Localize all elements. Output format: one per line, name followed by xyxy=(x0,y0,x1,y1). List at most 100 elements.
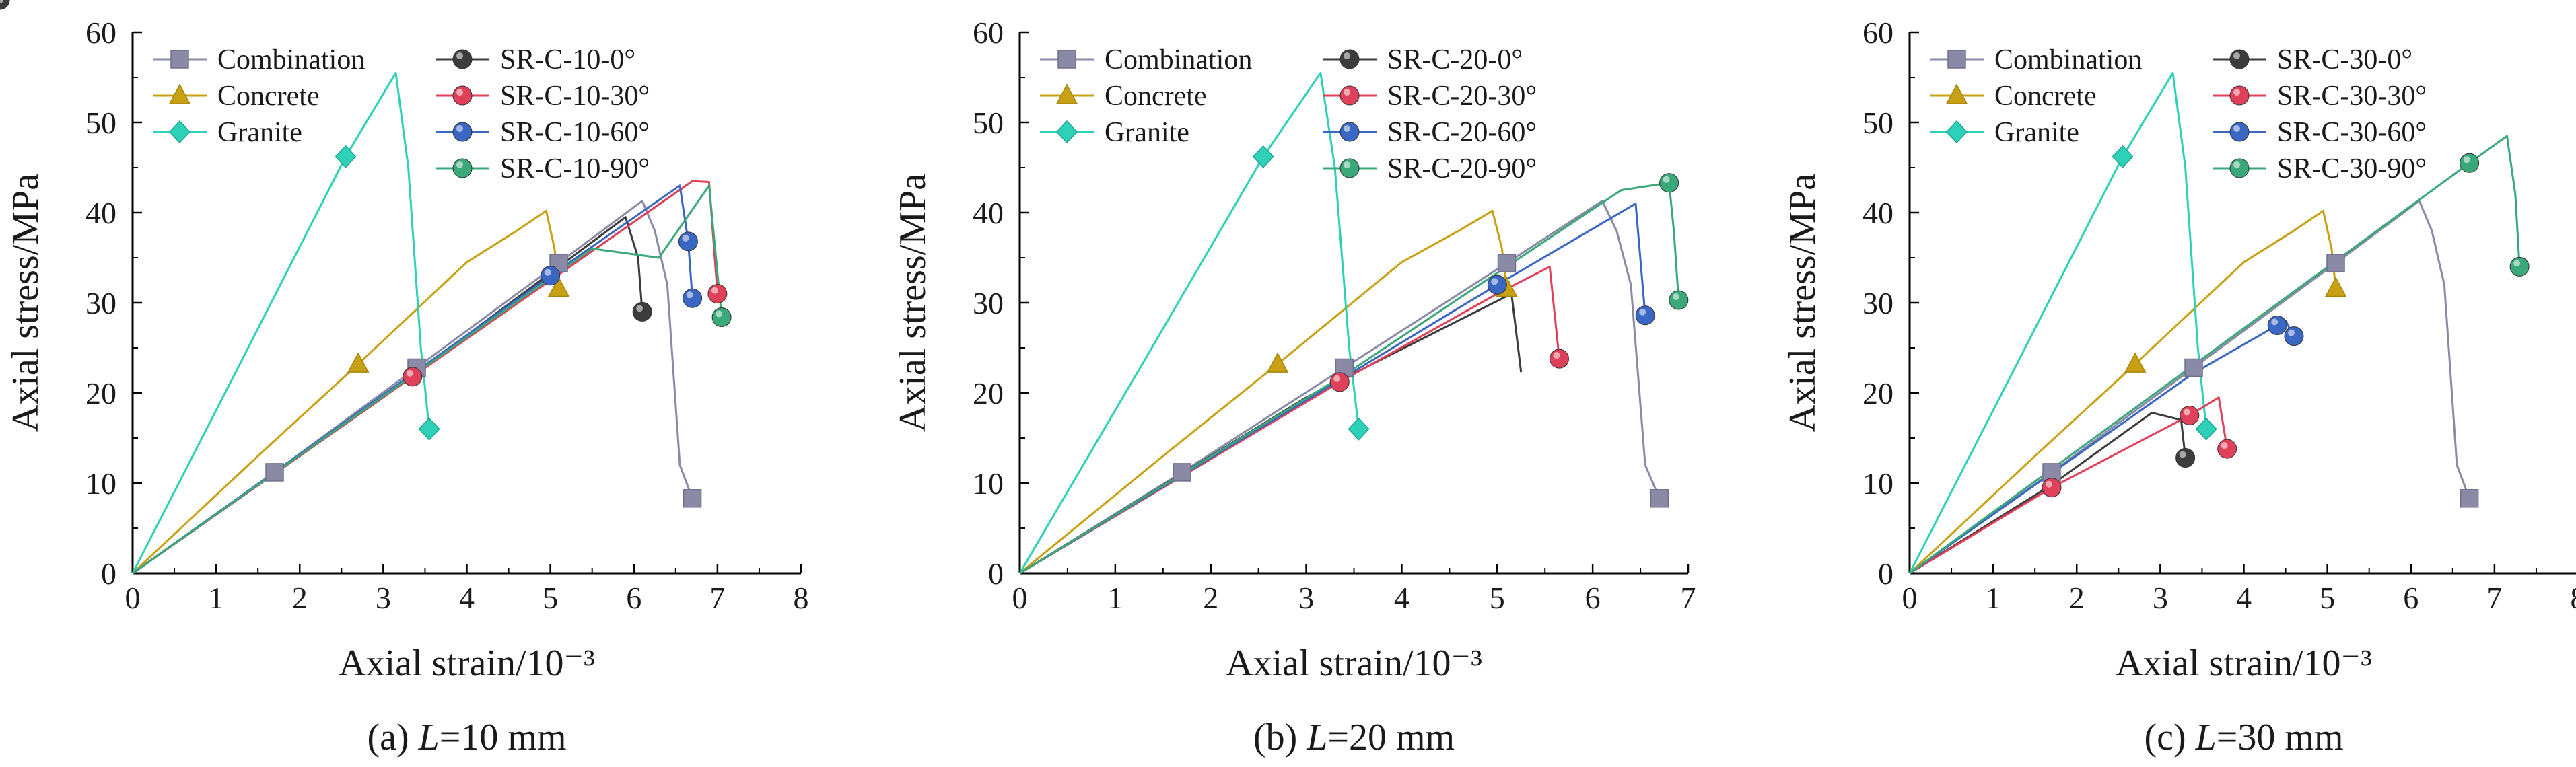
y-tick-label: 40 xyxy=(1863,196,1893,230)
legend-marker xyxy=(1947,50,1966,69)
y-tick-label: 0 xyxy=(1878,556,1893,591)
x-tick-label: 5 xyxy=(1490,581,1505,615)
data-point-s2 xyxy=(547,276,570,297)
chart-panel-3: 0 1 2 3 4 5 6 7 8 0 10 20 30 40 50 60 Axial strain/10⁻³ A… xyxy=(1782,15,2576,758)
y-axis-title: Axial stress/MPa xyxy=(1782,174,1823,432)
data-point-s6-highlight xyxy=(2271,318,2278,326)
data-point-s5 xyxy=(2180,406,2200,425)
legend-marker xyxy=(168,120,191,144)
data-point-s4 xyxy=(2175,447,2196,468)
legend-label: Combination xyxy=(1994,44,2142,75)
data-point-s7 xyxy=(1659,173,1679,193)
y-tick-label: 50 xyxy=(85,106,116,140)
legend-marker-highlight xyxy=(456,89,463,96)
chart-panel-1: 0 1 2 3 4 5 6 7 8 0 10 20 30 40 50 60 Axial strain/10⁻³ A… xyxy=(5,15,809,758)
legend-marker-highlight xyxy=(456,161,463,168)
legend: Combination Concrete Granite SR-C-10-0° SR-C… xyxy=(153,44,650,184)
x-axis-title: Axial strain/10⁻³ xyxy=(1226,643,1482,684)
legend-label: SR-C-10-0° xyxy=(500,44,635,75)
series-line-1 xyxy=(1909,200,2471,575)
data-point-s6 xyxy=(1487,275,1507,295)
data-point-s1 xyxy=(1497,254,1517,272)
data-point-s5 xyxy=(2042,478,2062,498)
series-line-4 xyxy=(1909,411,2187,575)
data-point-s4-highlight xyxy=(2179,451,2186,458)
data-point-s7 xyxy=(2509,256,2530,277)
data-point-s6-highlight xyxy=(1491,278,1498,285)
data-point-s5-highlight xyxy=(2046,480,2053,488)
legend-label: Concrete xyxy=(217,81,320,112)
x-axis-title: Axial strain/10⁻³ xyxy=(2116,643,2372,684)
series-line-1 xyxy=(132,200,694,575)
data-point-s6 xyxy=(1635,305,1655,326)
legend-label: SR-C-20-0° xyxy=(1387,44,1523,75)
legend-marker xyxy=(452,122,473,142)
y-tick-label: 50 xyxy=(1863,106,1893,140)
data-point-s7-highlight xyxy=(1663,176,1670,183)
x-tick-label: 6 xyxy=(626,581,641,615)
legend-marker xyxy=(452,85,473,106)
y-tick-label: 10 xyxy=(85,466,116,501)
data-point-s6 xyxy=(541,266,561,286)
data-point-s1 xyxy=(2326,254,2345,272)
y-tick-label: 0 xyxy=(101,556,116,591)
x-tick-label: 6 xyxy=(1585,581,1601,615)
data-point-s5 xyxy=(1329,372,1350,392)
y-tick-label: 10 xyxy=(1863,466,1893,501)
series-line-2 xyxy=(131,209,560,575)
caption-suffix: =10 mm xyxy=(440,717,567,758)
y-tick-label: 40 xyxy=(973,196,1004,230)
x-tick-label: 1 xyxy=(209,581,224,615)
y-tick-label: 30 xyxy=(85,286,116,320)
x-tick-label: 3 xyxy=(376,581,391,615)
series-line-5 xyxy=(1909,396,2229,575)
series-line-7 xyxy=(1909,135,2521,575)
legend-label: Concrete xyxy=(1994,81,2097,112)
data-point-s6-highlight xyxy=(686,291,693,299)
legend-marker xyxy=(2229,122,2250,142)
legend-label: SR-C-30-30° xyxy=(2277,81,2427,112)
legend-label: Combination xyxy=(217,44,365,75)
legend-label: Granite xyxy=(1105,117,1189,148)
legend-label: SR-C-10-30° xyxy=(500,81,650,112)
caption-suffix: =20 mm xyxy=(1327,717,1455,758)
series-line-2 xyxy=(1908,209,2337,575)
data-point-s6 xyxy=(2284,326,2304,346)
legend-marker xyxy=(1339,49,1360,69)
data-point-s5-highlight xyxy=(1333,375,1341,382)
y-tick-label: 30 xyxy=(973,286,1004,320)
data-point-s4 xyxy=(632,301,652,322)
data-point-s5 xyxy=(1549,349,1569,369)
x-tick-label: 4 xyxy=(459,581,475,615)
series-line-3 xyxy=(131,71,431,574)
x-tick-label: 8 xyxy=(794,581,809,615)
legend-label: SR-C-20-60° xyxy=(1387,117,1537,148)
series-line-4 xyxy=(1019,293,1523,575)
legend-marker xyxy=(168,83,191,104)
series-line-5 xyxy=(1019,265,1560,575)
data-point-s5-highlight xyxy=(711,287,718,294)
legend-marker xyxy=(1057,50,1076,69)
data-point-s1 xyxy=(2184,358,2203,377)
legend-marker xyxy=(452,49,473,69)
data-point-s7 xyxy=(1669,290,1689,310)
x-tick-label: 3 xyxy=(1298,581,1314,615)
data-point-s7-highlight xyxy=(2463,156,2470,163)
data-point-s7-highlight xyxy=(716,310,723,318)
legend-marker xyxy=(452,158,473,178)
data-point-s5 xyxy=(403,367,423,387)
legend-label: SR-C-30-90° xyxy=(2277,153,2427,184)
x-tick-label: 0 xyxy=(125,581,141,615)
series-line-1 xyxy=(1019,200,1661,575)
data-point-s5-highlight xyxy=(2183,408,2190,416)
caption-italic: L xyxy=(1306,717,1327,758)
data-point-s7 xyxy=(2460,153,2480,173)
series-line-3 xyxy=(1018,71,1360,574)
legend-marker-highlight xyxy=(2233,89,2240,96)
figure-caption: (c) L=30 mm xyxy=(2144,717,2343,758)
x-tick-label: 8 xyxy=(2571,581,2576,615)
x-tick-label: 0 xyxy=(1902,581,1918,615)
data-point-s5-highlight xyxy=(2221,442,2228,449)
x-tick-label: 2 xyxy=(292,581,308,615)
